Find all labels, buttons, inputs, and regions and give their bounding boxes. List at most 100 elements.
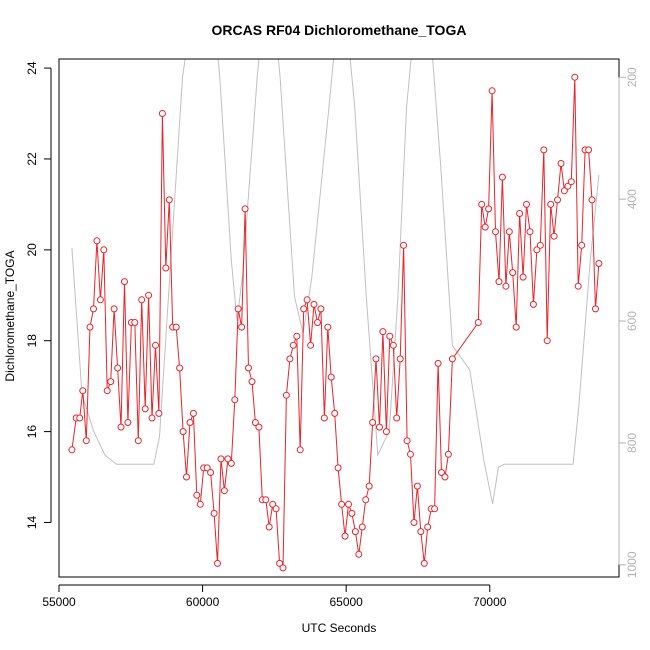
data-point xyxy=(478,200,486,208)
data-point xyxy=(238,323,246,331)
data-point xyxy=(220,487,228,495)
data-point xyxy=(571,73,579,81)
secondary-profile-line xyxy=(71,59,600,504)
data-point xyxy=(543,337,551,345)
data-point xyxy=(282,391,290,399)
data-point xyxy=(90,305,97,313)
data-point xyxy=(124,419,132,426)
data-point xyxy=(550,232,558,240)
data-point xyxy=(345,500,352,508)
data-point xyxy=(93,237,101,245)
data-point xyxy=(434,359,442,367)
data-point xyxy=(505,228,513,236)
data-point xyxy=(413,482,421,490)
data-point xyxy=(595,260,603,267)
data-point xyxy=(444,450,452,458)
data-point xyxy=(516,210,524,217)
data-point xyxy=(588,196,596,204)
data-point xyxy=(523,200,530,208)
data-point xyxy=(234,305,242,313)
chart-title: ORCAS RF04 Dichloromethane_TOGA xyxy=(212,22,467,38)
data-point xyxy=(369,419,377,426)
data-point xyxy=(488,87,496,95)
data-point xyxy=(162,264,170,272)
data-point xyxy=(265,523,273,531)
plot-frame xyxy=(58,58,620,578)
data-point xyxy=(145,291,153,299)
series-line xyxy=(71,77,600,570)
data-point xyxy=(495,278,503,286)
data-point xyxy=(554,196,561,204)
data-point xyxy=(407,450,414,458)
y-axis-label: Dichloromethane_TOGA xyxy=(3,250,17,381)
data-point xyxy=(158,110,166,117)
data-point xyxy=(279,564,287,572)
data-point xyxy=(121,278,128,286)
data-point xyxy=(155,409,163,417)
data-point xyxy=(231,396,239,404)
data-point xyxy=(355,550,363,558)
data-point xyxy=(79,387,87,395)
secondary-profile-layer xyxy=(71,59,600,504)
data-point xyxy=(512,323,520,331)
data-point xyxy=(210,509,218,517)
y2-tick-label: 800 xyxy=(625,433,639,453)
y-tick-label: 20 xyxy=(25,243,39,257)
data-point xyxy=(296,446,304,454)
data-point xyxy=(578,241,586,249)
data-point xyxy=(96,296,104,304)
data-point xyxy=(567,178,575,186)
axes-layer: 55000 60000 65000 70000 14 16 18 20 22 24 200 400 60… xyxy=(25,58,639,609)
y-tick-label: 18 xyxy=(25,334,39,348)
data-point xyxy=(438,469,445,476)
data-point xyxy=(86,323,94,331)
data-point xyxy=(560,187,568,195)
data-point xyxy=(255,423,263,431)
data-point xyxy=(310,300,318,308)
data-point xyxy=(498,173,506,181)
data-point xyxy=(165,196,173,204)
data-point xyxy=(403,437,411,445)
data-point xyxy=(474,319,482,326)
data-point xyxy=(393,414,401,422)
data-point xyxy=(293,332,301,340)
data-point xyxy=(286,355,294,363)
data-point xyxy=(365,482,373,490)
data-point xyxy=(557,160,565,167)
data-point xyxy=(529,300,537,308)
data-point xyxy=(396,355,404,363)
data-point xyxy=(509,269,517,277)
data-point xyxy=(303,296,311,304)
y2-tick-label: 400 xyxy=(625,189,639,209)
data-point xyxy=(186,419,194,426)
x-tick-label: 65000 xyxy=(329,595,363,609)
data-point xyxy=(272,505,280,513)
data-point xyxy=(217,455,225,463)
data-point xyxy=(348,509,356,517)
data-point xyxy=(138,296,146,304)
data-point xyxy=(179,428,187,436)
data-point xyxy=(485,205,493,213)
x-tick-label: 70000 xyxy=(473,595,507,609)
data-point xyxy=(307,341,315,349)
data-point xyxy=(176,364,184,372)
data-point xyxy=(82,437,90,445)
y2-tick-label: 1000 xyxy=(625,551,639,578)
data-point xyxy=(131,319,139,326)
data-point xyxy=(420,559,428,567)
data-point xyxy=(389,341,397,349)
data-point xyxy=(276,559,284,567)
data-point xyxy=(526,228,534,236)
y-tick-label: 14 xyxy=(25,515,39,529)
data-point xyxy=(431,505,439,513)
data-point xyxy=(410,519,418,526)
x-tick-label: 55000 xyxy=(42,595,76,609)
data-point xyxy=(148,414,156,422)
series-layer xyxy=(68,73,603,572)
y2-tick-label: 200 xyxy=(625,67,639,87)
data-point xyxy=(100,246,108,254)
data-point xyxy=(269,500,277,508)
data-point xyxy=(547,200,555,208)
x-axis-label: UTC Seconds xyxy=(302,621,377,635)
